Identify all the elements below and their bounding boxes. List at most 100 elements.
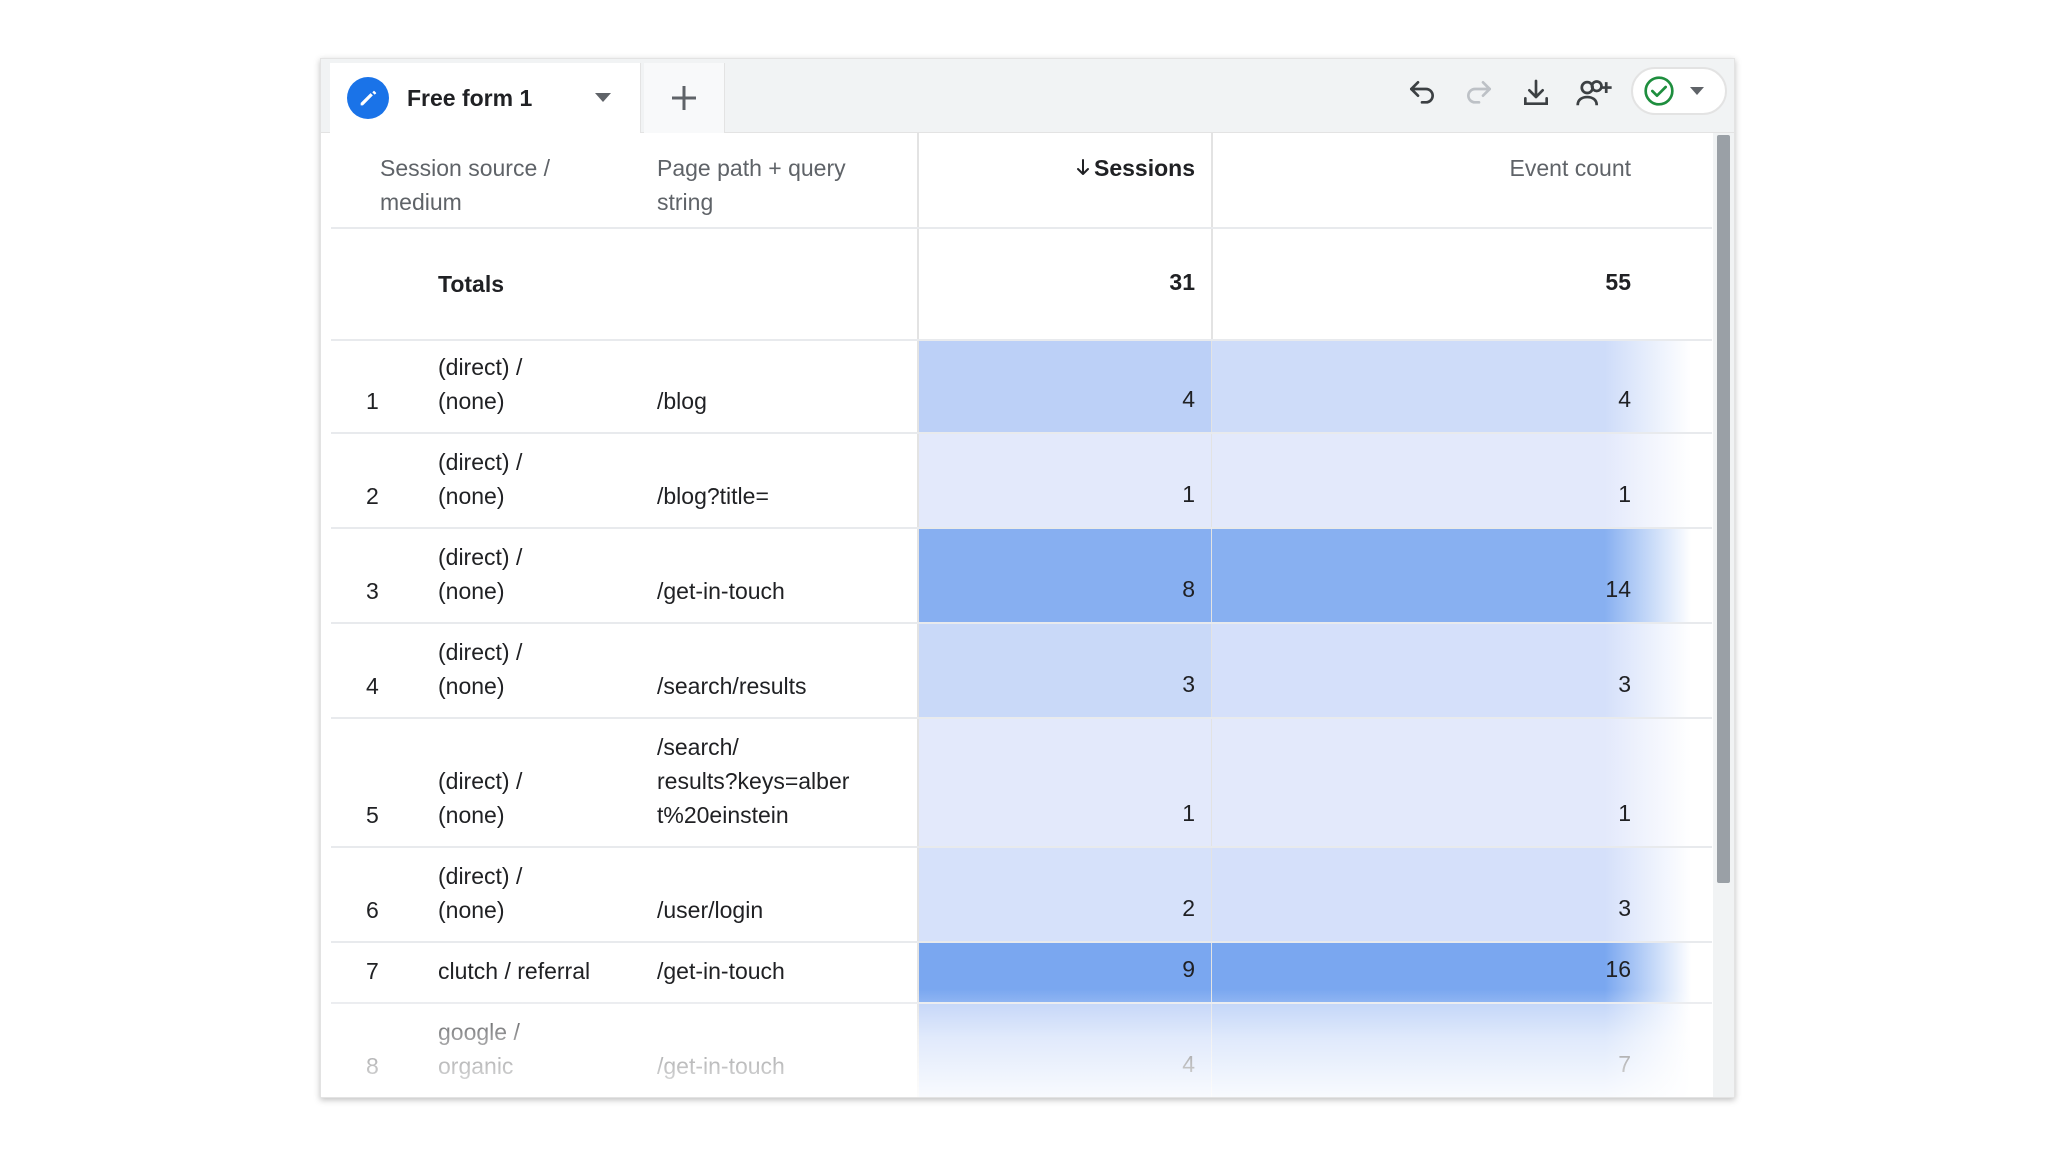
events-heat-cell bbox=[1212, 719, 1691, 846]
row-divider bbox=[331, 432, 1712, 434]
tab-bar: Free form 1 bbox=[321, 59, 1734, 133]
add-person-icon bbox=[1576, 80, 1612, 106]
download-icon bbox=[1524, 79, 1548, 105]
row-sessions: 1 bbox=[1182, 481, 1195, 507]
row-events: 3 bbox=[1618, 671, 1631, 697]
caret-down-icon bbox=[1690, 87, 1704, 95]
row-source-line2: (none) bbox=[438, 897, 505, 923]
row-source-line1: (direct) / bbox=[438, 768, 523, 794]
column-divider bbox=[917, 133, 919, 1097]
row-source-line2: (none) bbox=[438, 578, 505, 604]
row-sessions: 4 bbox=[1182, 386, 1195, 412]
row-source-line2: (none) bbox=[438, 388, 505, 414]
caret-down-icon[interactable] bbox=[591, 86, 615, 110]
column-header-sessions[interactable]: Sessions bbox=[919, 151, 1195, 185]
row-sessions: 1 bbox=[1182, 800, 1195, 826]
arrow-down-icon bbox=[1076, 158, 1090, 178]
row-sessions: 9 bbox=[1182, 956, 1195, 982]
row-page-path[interactable]: results?keys=alber bbox=[657, 768, 850, 794]
tab-free-form-1[interactable]: Free form 1 bbox=[330, 63, 641, 133]
row-page-path[interactable]: /blog?title= bbox=[657, 483, 769, 509]
row-source-line2: (none) bbox=[438, 802, 505, 828]
row-page-path[interactable]: /get-in-touch bbox=[657, 578, 785, 604]
row-events: 1 bbox=[1618, 481, 1631, 507]
column-header-sessions-label: Sessions bbox=[1094, 155, 1195, 181]
row-page-path[interactable]: /get-in-touch bbox=[657, 1053, 785, 1079]
undo-icon bbox=[1410, 81, 1434, 104]
sessions-heat-cell bbox=[919, 434, 1211, 527]
column-header-events[interactable]: Event count bbox=[1509, 155, 1631, 181]
row-events: 16 bbox=[1605, 956, 1631, 982]
row-source-line1: google / bbox=[438, 1019, 520, 1045]
row-index: 3 bbox=[366, 578, 379, 604]
row-index: 2 bbox=[366, 483, 379, 509]
totals-divider bbox=[331, 339, 1712, 341]
undo-button[interactable] bbox=[1402, 73, 1442, 113]
sessions-heat-cell bbox=[919, 341, 1211, 432]
row-page-path[interactable]: /get-in-touch bbox=[657, 958, 785, 984]
row-source-line1: clutch / referral bbox=[438, 958, 591, 984]
row-source-line1: (direct) / bbox=[438, 639, 523, 665]
row-source-line1: (direct) / bbox=[438, 354, 523, 380]
row-source-line1: (direct) / bbox=[438, 544, 523, 570]
totals-sessions: 31 bbox=[1169, 269, 1195, 295]
row-page-path[interactable]: /search/ bbox=[657, 734, 739, 760]
events-heat-cell bbox=[1212, 848, 1691, 941]
row-events: 4 bbox=[1618, 386, 1631, 412]
download-button[interactable] bbox=[1516, 73, 1556, 113]
row-events: 14 bbox=[1605, 576, 1631, 602]
status-menu[interactable] bbox=[1631, 67, 1727, 115]
row-source-line2: organic bbox=[438, 1053, 514, 1079]
column-header-page[interactable]: Page path + query string bbox=[657, 155, 846, 215]
exploration-card: Free form 1 bbox=[320, 58, 1735, 1098]
row-source-line1: (direct) / bbox=[438, 449, 523, 475]
row-source-line2: (none) bbox=[438, 673, 505, 699]
row-source-line1: (direct) / bbox=[438, 863, 523, 889]
row-page-path[interactable]: /search/results bbox=[657, 673, 807, 699]
tab-title: Free form 1 bbox=[407, 84, 533, 111]
row-index: 5 bbox=[366, 802, 379, 828]
edit-pencil-icon bbox=[347, 77, 389, 119]
check-circle-icon bbox=[1644, 76, 1674, 106]
row-sessions: 3 bbox=[1182, 671, 1195, 697]
row-divider bbox=[331, 527, 1712, 529]
plus-icon bbox=[672, 86, 696, 110]
row-divider bbox=[331, 1097, 1712, 1098]
row-index: 1 bbox=[366, 388, 379, 414]
row-divider bbox=[331, 622, 1712, 624]
column-header-source[interactable]: Session source / medium bbox=[380, 155, 551, 215]
row-index: 7 bbox=[366, 958, 379, 984]
row-source-line2: (none) bbox=[438, 483, 505, 509]
row-page-path[interactable]: /blog bbox=[657, 388, 707, 414]
totals-events: 55 bbox=[1605, 269, 1631, 295]
row-index: 8 bbox=[366, 1053, 379, 1079]
row-sessions: 4 bbox=[1182, 1051, 1195, 1077]
row-events: 7 bbox=[1618, 1051, 1631, 1077]
sessions-heat-cell bbox=[919, 529, 1211, 622]
row-index: 6 bbox=[366, 897, 379, 923]
row-sessions: 2 bbox=[1182, 895, 1195, 921]
redo-icon bbox=[1467, 81, 1491, 104]
events-heat-cell bbox=[1212, 341, 1691, 432]
header-divider bbox=[331, 227, 1712, 229]
row-index: 4 bbox=[366, 673, 379, 699]
row-divider bbox=[331, 717, 1712, 719]
sessions-heat-cell bbox=[919, 848, 1211, 941]
totals-label: Totals bbox=[438, 271, 505, 297]
sessions-heat-cell bbox=[919, 719, 1211, 846]
share-button[interactable] bbox=[1574, 73, 1614, 113]
row-events: 1 bbox=[1618, 800, 1631, 826]
row-divider bbox=[331, 941, 1712, 943]
row-page-path[interactable]: /user/login bbox=[657, 897, 764, 923]
row-events: 3 bbox=[1618, 895, 1631, 921]
scrollbar-thumb[interactable] bbox=[1717, 135, 1730, 883]
sessions-heat-cell bbox=[919, 624, 1211, 717]
events-heat-cell bbox=[1212, 434, 1691, 527]
row-page-path[interactable]: t%20einstein bbox=[657, 802, 789, 828]
row-divider bbox=[331, 846, 1712, 848]
events-heat-cell bbox=[1212, 529, 1691, 622]
events-heat-cell bbox=[1212, 624, 1691, 717]
redo-button[interactable] bbox=[1459, 73, 1499, 113]
add-tab-button[interactable] bbox=[644, 63, 725, 133]
row-sessions: 8 bbox=[1182, 576, 1195, 602]
